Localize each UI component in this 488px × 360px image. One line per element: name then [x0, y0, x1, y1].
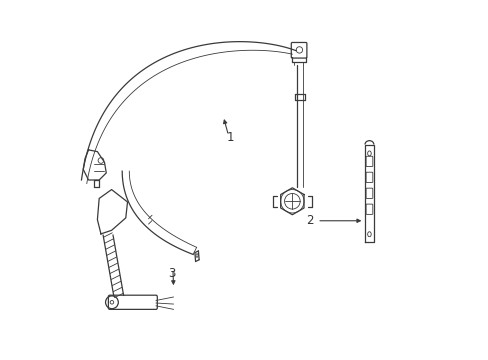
- Text: 1: 1: [226, 131, 234, 144]
- Text: 2: 2: [305, 214, 313, 227]
- Text: 3: 3: [168, 267, 175, 280]
